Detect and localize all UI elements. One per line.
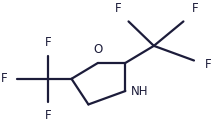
Text: F: F — [205, 58, 212, 71]
Text: F: F — [0, 72, 7, 85]
Text: O: O — [93, 43, 103, 56]
Text: F: F — [45, 36, 52, 49]
Text: F: F — [192, 2, 198, 15]
Text: F: F — [115, 2, 121, 15]
Text: NH: NH — [131, 84, 148, 98]
Text: F: F — [45, 109, 52, 122]
